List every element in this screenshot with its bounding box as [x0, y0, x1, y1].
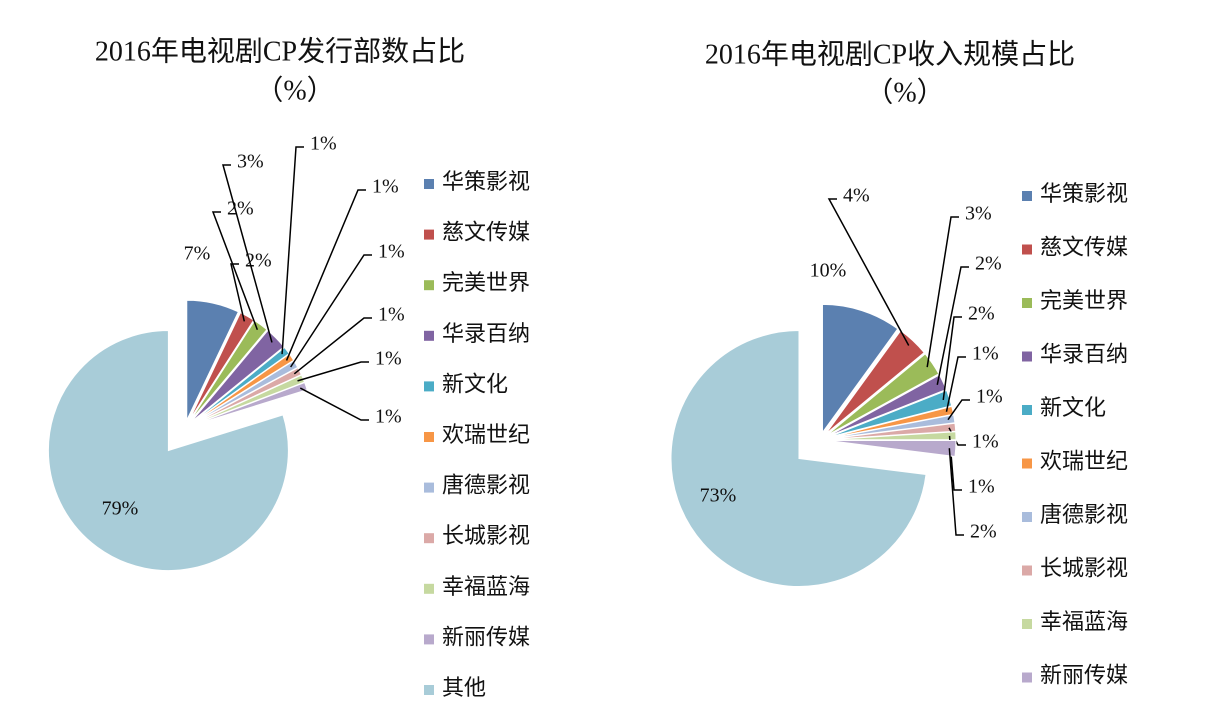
leader-line	[290, 254, 372, 368]
leader-line	[297, 361, 369, 382]
data-label: 2%	[970, 521, 997, 543]
leader-line	[948, 448, 964, 536]
legend-swatch	[424, 533, 434, 544]
data-label: 73%	[700, 485, 737, 507]
data-label: 1%	[375, 348, 402, 370]
chart-subtitle: （%）	[865, 76, 944, 108]
legend-label: 华策影视	[1040, 181, 1128, 206]
leader-line	[926, 216, 959, 368]
legend-swatch	[1022, 351, 1032, 362]
pie-slice	[192, 381, 308, 426]
legend-label: 幸福蓝海	[1040, 609, 1128, 634]
legend-swatch	[424, 583, 434, 594]
leader-line	[945, 356, 966, 412]
legend-swatch	[1022, 191, 1032, 201]
leader-line	[211, 211, 259, 331]
legend-label: 新文化	[1040, 395, 1106, 420]
data-label: 1%	[372, 176, 399, 198]
legend-label: 完美世界	[1040, 288, 1128, 313]
data-label: 2%	[975, 253, 1002, 275]
legend-swatch	[424, 482, 434, 493]
data-label: 3%	[237, 151, 264, 173]
data-label: 79%	[102, 498, 139, 520]
legend-label: 完美世界	[442, 270, 530, 295]
leader-line	[936, 266, 969, 385]
data-label: 2%	[227, 198, 254, 220]
legend-label: 华录百纳	[442, 321, 530, 346]
leader-line	[947, 399, 970, 421]
leader-line	[285, 189, 366, 361]
legend-swatch	[424, 634, 434, 645]
pie-slice	[670, 330, 927, 588]
legend-label: 新文化	[442, 371, 508, 396]
data-label: 1%	[972, 431, 999, 453]
legend-label: 唐德影视	[1040, 502, 1128, 527]
legend-label: 华录百纳	[1040, 342, 1128, 367]
legend-swatch	[1022, 405, 1032, 415]
pie-slice	[821, 303, 899, 434]
data-label: 1%	[378, 241, 405, 263]
data-label: 4%	[843, 185, 870, 207]
leader-line	[293, 317, 372, 375]
leader-line	[281, 146, 304, 355]
legend-swatch	[1022, 619, 1032, 629]
data-label: 10%	[810, 260, 847, 282]
data-label: 1%	[378, 304, 405, 326]
data-label: 7%	[184, 243, 211, 265]
legend-swatch	[1022, 458, 1032, 469]
legend-label: 欢瑞世纪	[1040, 449, 1128, 474]
legend-label: 新丽传媒	[442, 624, 530, 649]
pie-slice	[47, 330, 289, 572]
leader-line	[299, 387, 369, 421]
chart-title: 2016年电视剧CP收入规模占比	[705, 38, 1075, 70]
legend-label: 唐德影视	[442, 473, 530, 498]
pie-slice	[827, 405, 955, 439]
pie-slice	[827, 440, 957, 458]
legend-swatch	[1022, 244, 1032, 255]
legend-label: 华策影视	[442, 169, 530, 194]
data-label: 1%	[968, 476, 995, 498]
legend-swatch	[424, 432, 434, 442]
data-label: 1%	[972, 343, 999, 365]
legend-swatch	[424, 229, 434, 240]
pie-slice	[190, 329, 285, 423]
leader-line	[827, 198, 910, 346]
legend-label: 欢瑞世纪	[442, 422, 530, 447]
legend-label: 慈文传媒	[1040, 235, 1128, 260]
legend-swatch	[424, 330, 434, 341]
pie-slice	[186, 299, 240, 421]
legend-label: 慈文传媒	[442, 220, 530, 245]
legend-swatch	[424, 381, 434, 392]
pie-slice	[827, 431, 957, 441]
pie-slice	[827, 414, 956, 440]
pie-slice	[827, 422, 957, 440]
legend-swatch	[424, 179, 434, 189]
legend-label: 长城影视	[442, 523, 530, 548]
chart-title: 2016年电视剧CP发行部数占比	[95, 35, 465, 67]
legend-swatch	[1022, 565, 1032, 576]
legend-swatch	[424, 685, 434, 695]
data-label: 1%	[375, 406, 402, 428]
data-label: 3%	[965, 203, 992, 225]
legend-swatch	[1022, 512, 1032, 522]
legend-label: 长城影视	[1040, 556, 1128, 581]
data-label: 1%	[310, 133, 337, 155]
pie-slice	[191, 367, 302, 425]
legend-label: 新丽传媒	[1040, 663, 1128, 688]
legend-swatch	[424, 280, 434, 291]
leader-line	[222, 164, 273, 343]
data-label: 1%	[976, 386, 1003, 408]
chart-subtitle: （%）	[255, 74, 334, 106]
legend-swatch	[1022, 672, 1032, 683]
leader-line	[230, 263, 246, 322]
data-label: 2%	[968, 303, 995, 325]
legend-swatch	[1022, 298, 1032, 308]
legend-label: 幸福蓝海	[442, 574, 530, 599]
leader-line	[942, 316, 962, 401]
legend-label: 其他	[442, 675, 486, 700]
